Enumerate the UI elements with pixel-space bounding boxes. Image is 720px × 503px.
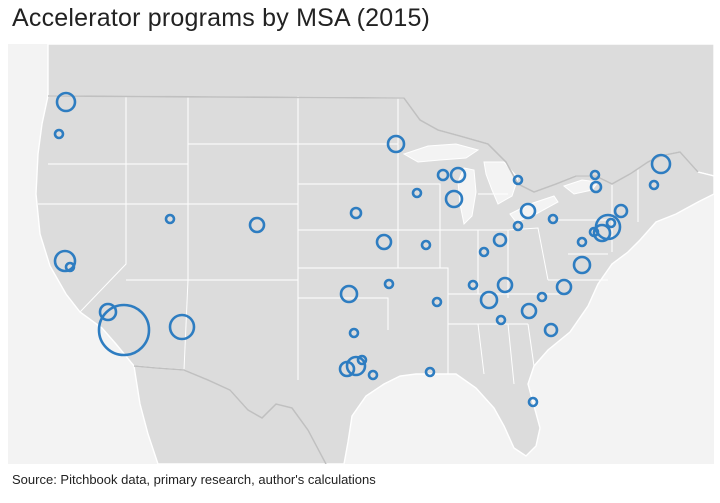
msa-bubble — [479, 290, 499, 310]
msa-bubble — [375, 233, 393, 251]
msa-bubble — [543, 322, 559, 338]
msa-bubble — [248, 216, 266, 234]
msa-bubble — [650, 153, 672, 175]
msa-bubble — [527, 396, 539, 408]
msa-bubble — [411, 187, 423, 199]
msa-bubble — [512, 220, 524, 232]
msa-bubble — [420, 239, 432, 251]
msa-bubble — [478, 246, 490, 258]
msa-bubble — [519, 202, 537, 220]
lake-michigan — [457, 167, 477, 226]
us-map — [8, 44, 714, 464]
lake-huron — [483, 161, 519, 205]
msa-bubble — [386, 134, 406, 154]
msa-bubble — [97, 303, 151, 357]
msa-bubble — [588, 226, 600, 238]
bubble-layer — [53, 91, 672, 408]
msa-bubble — [605, 217, 617, 229]
msa-bubble — [356, 354, 368, 366]
msa-bubble — [648, 179, 660, 191]
msa-bubble — [349, 206, 363, 220]
msa-bubble — [64, 261, 76, 273]
msa-bubble — [496, 276, 514, 294]
lake-superior — [402, 143, 480, 163]
msa-bubble — [572, 255, 592, 275]
msa-bubble — [53, 128, 65, 140]
lake-ontario — [562, 179, 599, 195]
msa-bubble — [555, 278, 573, 296]
mexico-border — [133, 365, 327, 464]
msa-bubble — [512, 174, 524, 186]
map-title: Accelerator programs by MSA (2015) — [12, 4, 431, 32]
msa-bubble — [383, 278, 395, 290]
msa-bubble — [449, 166, 467, 184]
msa-bubble — [536, 291, 548, 303]
source-note: Source: Pitchbook data, primary research… — [12, 472, 376, 487]
msa-bubble — [168, 313, 196, 341]
map-svg — [35, 44, 714, 464]
msa-bubble — [592, 223, 612, 243]
msa-bubble — [613, 203, 629, 219]
canada-border — [47, 95, 699, 193]
msa-bubble — [98, 302, 118, 322]
msa-bubble — [53, 249, 77, 273]
msa-bubble — [431, 296, 443, 308]
msa-bubble — [589, 180, 603, 194]
msa-bubble — [589, 169, 601, 181]
msa-bubble — [348, 327, 360, 339]
msa-bubble — [339, 284, 359, 304]
msa-bubble — [436, 168, 450, 182]
msa-bubble — [345, 355, 367, 377]
msa-bubble — [520, 302, 538, 320]
msa-bubble — [55, 91, 77, 113]
msa-bubble — [444, 189, 464, 209]
msa-bubble — [576, 236, 588, 248]
msa-bubble — [467, 279, 479, 291]
msa-bubble — [547, 213, 559, 225]
msa-bubble — [424, 366, 436, 378]
msa-bubble — [164, 213, 176, 225]
msa-bubble — [367, 369, 379, 381]
msa-bubble — [492, 232, 508, 248]
msa-bubble — [495, 314, 507, 326]
msa-bubble — [338, 360, 356, 378]
